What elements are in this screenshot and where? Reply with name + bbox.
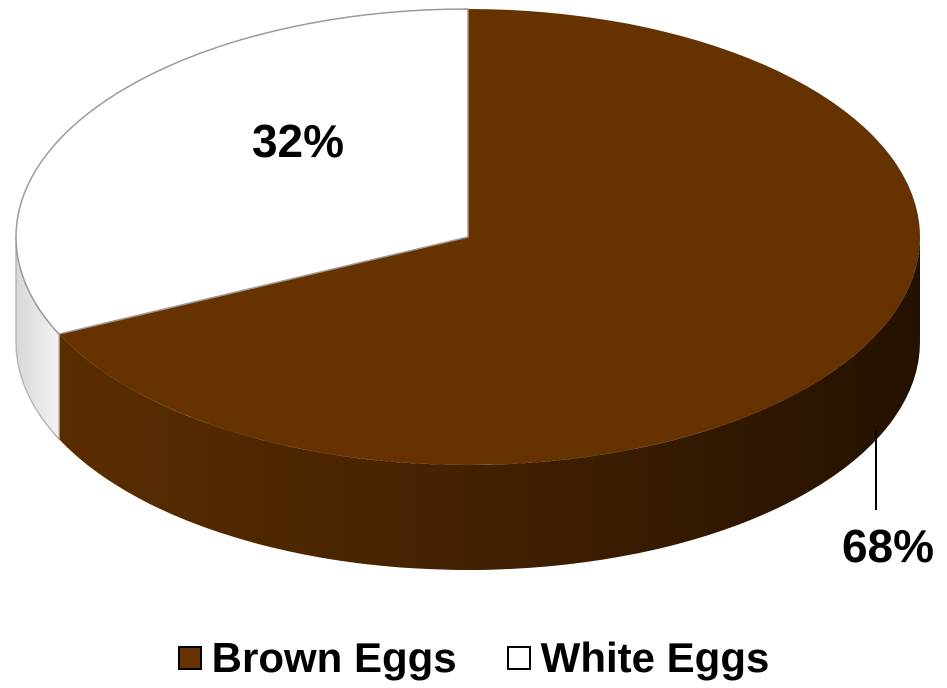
- pie-slice-white-eggs[interactable]: [15, 8, 469, 335]
- legend-label-brown-eggs: Brown Eggs: [211, 634, 457, 681]
- legend: Brown Eggs White Eggs: [0, 628, 947, 688]
- pie-labels: 68% 32%: [252, 115, 934, 572]
- legend-item-brown-eggs[interactable]: Brown Eggs: [177, 634, 457, 682]
- legend-swatch-white-eggs: [506, 646, 531, 670]
- legend-swatch-brown-eggs: [177, 646, 202, 670]
- legend-label-white-eggs: White Eggs: [540, 634, 770, 681]
- pie-side-brown-eggs: [59, 237, 920, 570]
- legend-item-white-eggs[interactable]: White Eggs: [506, 634, 770, 682]
- pie-tops: [15, 8, 920, 465]
- data-label-brown-eggs: 68%: [842, 520, 934, 572]
- data-label-white-eggs: 32%: [252, 115, 344, 167]
- pie-slice-brown-eggs[interactable]: [59, 9, 920, 465]
